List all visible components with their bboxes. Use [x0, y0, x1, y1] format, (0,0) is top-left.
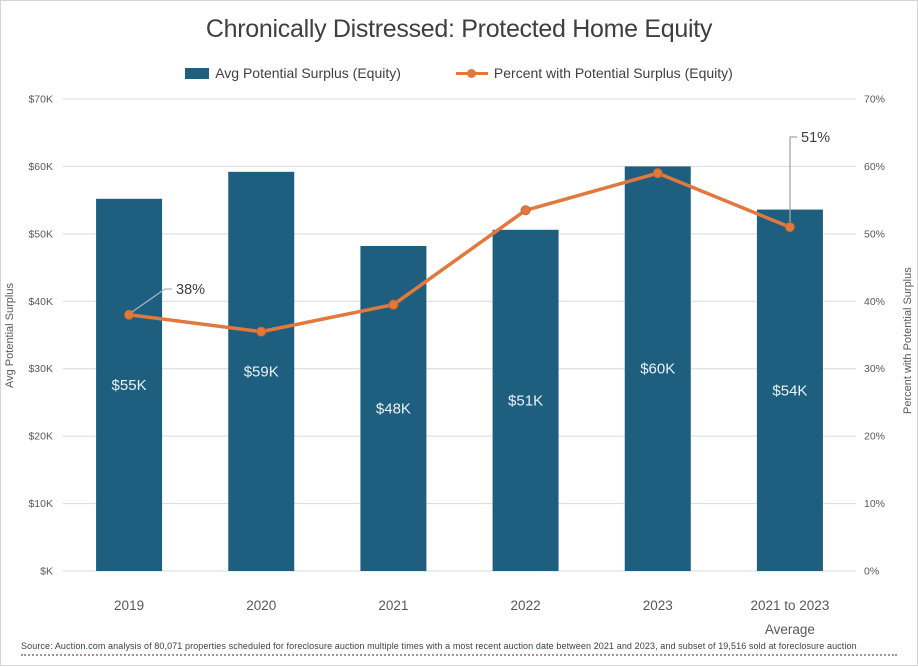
legend-line-label: Percent with Potential Surplus (Equity) [493, 65, 733, 81]
legend-bar-label: Avg Potential Surplus (Equity) [215, 65, 401, 81]
bar-2023 [624, 166, 691, 571]
line-series-swatch-icon [455, 68, 488, 79]
source-note: Source: Auction.com analysis of 80,071 p… [21, 641, 897, 656]
right-axis-tick-label: 20% [864, 431, 885, 443]
right-axis-tick-label: 70% [864, 94, 885, 106]
left-axis-tick-label: $60K [28, 161, 53, 173]
left-axis-tick-label: $K [40, 566, 53, 578]
left-axis-tick-label: $40K [28, 296, 53, 308]
line-marker-2022 [520, 205, 531, 216]
left-axis-tick-label: $30K [28, 363, 53, 375]
annotation-label: 38% [176, 282, 205, 298]
line-marker-2021 to 2023 [784, 222, 795, 233]
line-marker-2021 [388, 299, 399, 310]
right-axis-tick-label: 0% [864, 566, 879, 578]
left-axis-tick-label: $50K [28, 228, 53, 240]
chart-title: Chronically Distressed: Protected Home E… [205, 15, 713, 43]
bar-2020 [228, 171, 295, 571]
bar-series-swatch-icon [185, 67, 210, 79]
right-axis-tick-label: 30% [864, 363, 885, 375]
right-axis-tick-label: 60% [864, 161, 885, 173]
left-axis-tick-label: $10K [28, 498, 53, 510]
percent-line-series [127, 171, 792, 334]
legend-item-bar-series: Avg Potential Surplus (Equity) [185, 65, 401, 81]
annotation-leader-line [131, 288, 172, 313]
legend-item-line-series: Percent with Potential Surplus (Equity) [455, 65, 733, 81]
left-axis-tick-label: $70K [28, 94, 53, 106]
line-marker-2020 [256, 326, 267, 337]
annotation-leader-line [789, 136, 797, 222]
annotation-label: 51% [801, 130, 830, 146]
x-axis-category-label: 2019 [114, 598, 144, 613]
bar-data-label: $59K [244, 363, 279, 380]
right-axis-tick-label: 10% [864, 498, 885, 510]
bar-2022 [492, 229, 559, 571]
x-axis-category-label: 2020 [246, 598, 276, 613]
bar-2019 [96, 198, 163, 571]
bar-data-label: $60K [640, 361, 675, 378]
line-marker-2019 [124, 309, 135, 320]
bar-data-label: $55K [112, 377, 147, 394]
line-marker-2023 [652, 168, 663, 179]
bar-data-label: $48K [376, 400, 411, 417]
bar-data-label: $54K [772, 382, 807, 399]
bar-data-label: $51K [508, 392, 543, 409]
x-axis-category-label: 2022 [511, 598, 541, 613]
x-axis-category-label: 2021 to 2023 Average [751, 598, 830, 637]
chart-legend: Avg Potential Surplus (Equity) Percent w… [1, 65, 917, 81]
right-axis-tick-label: 50% [864, 228, 885, 240]
right-axis-tick-label: 40% [864, 296, 885, 308]
left-axis-tick-label: $20K [28, 431, 53, 443]
x-axis-category-label: 2021 [378, 598, 408, 613]
bar-2021 to 2023 [756, 209, 823, 571]
x-axis-category-label: 2023 [643, 598, 673, 613]
